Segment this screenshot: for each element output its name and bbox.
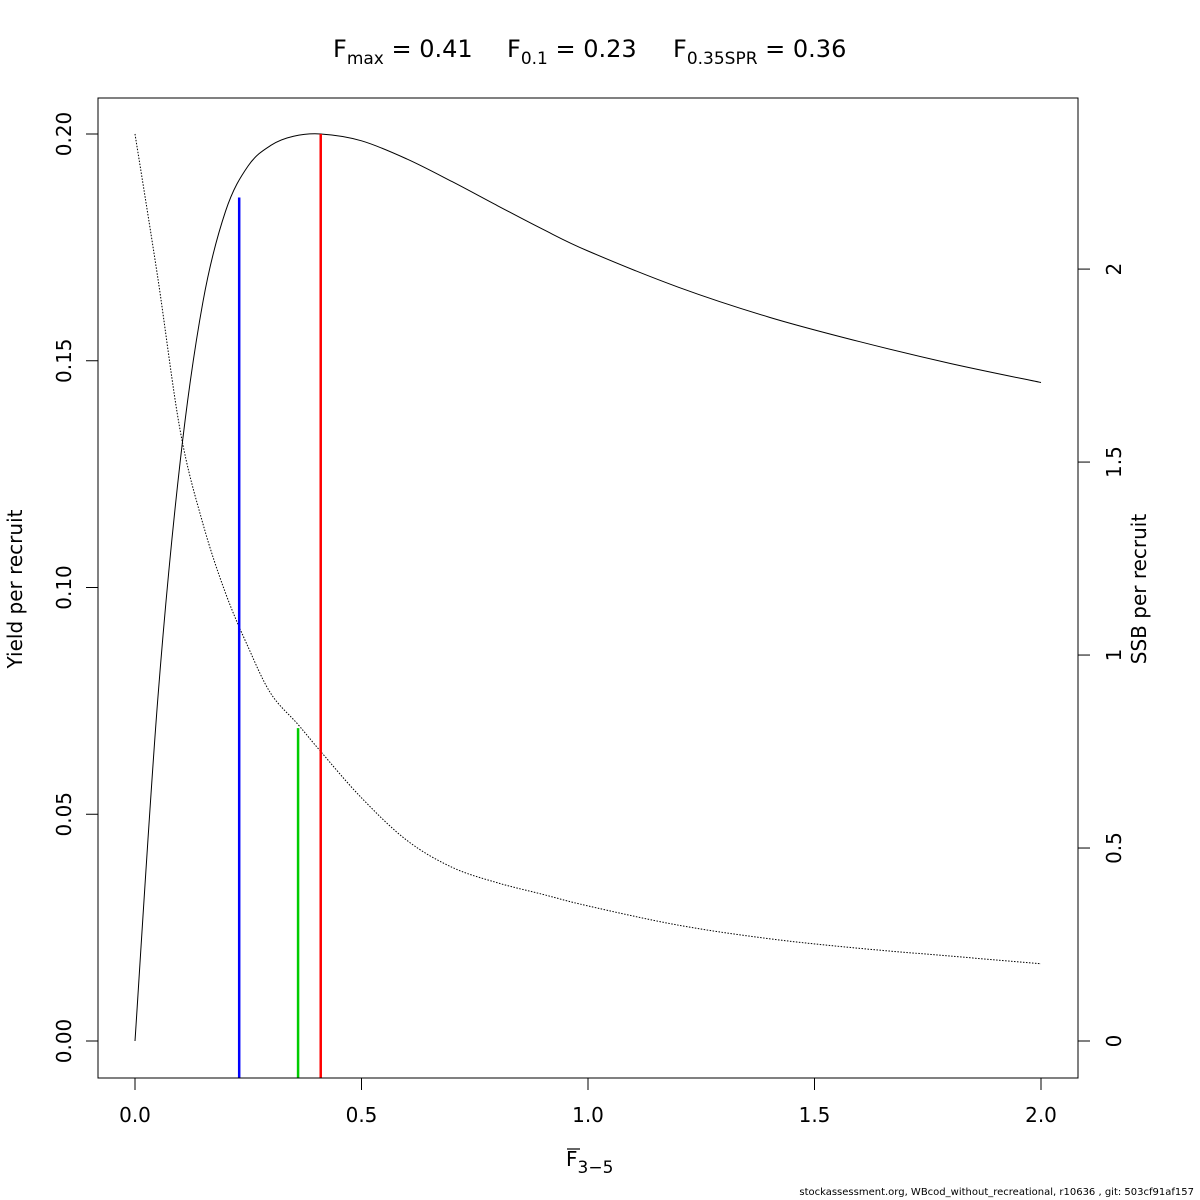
y-axis-right: 0 0.5 1 1.5 2	[1077, 263, 1126, 1048]
y-right-tick-label: 1.5	[1102, 446, 1126, 478]
y-left-tick-label: 0.10	[52, 565, 76, 610]
y-right-tick-label: 1	[1102, 649, 1126, 662]
y-right-tick-label: 2	[1102, 263, 1126, 276]
y-left-tick-label: 0.00	[52, 1019, 76, 1064]
y-left-tick-label: 0.05	[52, 792, 76, 837]
title-value: = 0.23	[548, 35, 637, 63]
plot-frame	[97, 97, 1079, 1079]
title-subscript: 0.35SPR	[687, 49, 758, 69]
x-label-subscript: 3−5	[578, 1158, 614, 1178]
y-right-tick-label: 0	[1102, 1035, 1126, 1048]
title-value: = 0.36	[758, 35, 847, 63]
x-axis: 0.0 0.5 1.0 1.5 2.0	[119, 1077, 1057, 1127]
x-tick-label: 1.5	[799, 1103, 831, 1127]
title-symbol: F	[673, 35, 687, 63]
y-left-tick-label: 0.15	[52, 338, 76, 383]
title-subscript: 0.1	[521, 49, 548, 69]
footer-note: stockassessment.org, WBcod_without_recre…	[799, 1187, 1194, 1198]
y-right-tick-label: 0.5	[1102, 832, 1126, 864]
y-axis-left-label: Yield per recruit	[3, 509, 27, 669]
title-value: = 0.41	[384, 35, 473, 63]
title-symbol: F	[507, 35, 521, 63]
x-label-symbol: F	[566, 1147, 578, 1171]
yield-per-recruit-curve	[134, 133, 1042, 1042]
y-axis-right-label: SSB per recruit	[1127, 514, 1151, 665]
x-tick-label: 2.0	[1025, 1103, 1057, 1127]
x-tick-label: 1.0	[572, 1103, 604, 1127]
title-part: F0.1 = 0.23	[507, 35, 637, 69]
x-tick-label: 0.5	[346, 1103, 378, 1127]
x-tick-label: 0.0	[119, 1103, 151, 1127]
title-symbol: F	[333, 35, 347, 63]
x-axis-label: F3−5	[566, 1147, 613, 1178]
y-axis-left: 0.00 0.05 0.10 0.15 0.20	[52, 112, 99, 1064]
title-part: F0.35SPR = 0.36	[673, 35, 846, 69]
x-label-text: F3−5	[566, 1147, 613, 1178]
ssb-per-recruit-curve	[134, 133, 1042, 965]
series-group	[134, 133, 1042, 1042]
reference-lines	[237, 134, 322, 1078]
title-subscript: max	[347, 49, 384, 69]
chart-title: Fmax = 0.41 F0.1 = 0.23 F0.35SPR = 0.36	[333, 35, 846, 69]
y-left-tick-label: 0.20	[52, 112, 76, 157]
title-part: Fmax = 0.41	[333, 35, 473, 69]
